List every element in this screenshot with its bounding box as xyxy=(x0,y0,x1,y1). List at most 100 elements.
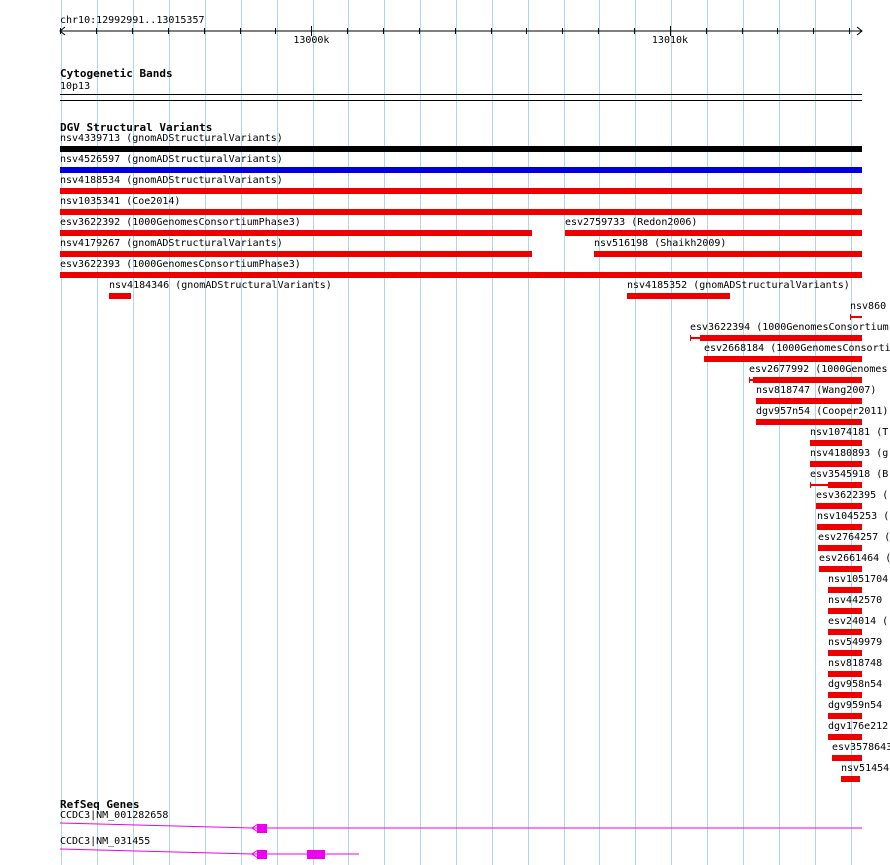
variant-label[interactable]: nsv4339713 (gnomADStructuralVariants) xyxy=(60,133,283,144)
variant-bar-thin[interactable] xyxy=(810,484,828,486)
grid-line xyxy=(635,0,636,865)
variant-label[interactable]: nsv1045253 ( xyxy=(817,511,890,522)
strand-arrow-icon xyxy=(251,849,259,859)
variant-label[interactable]: esv2677992 (1000Genomes xyxy=(749,364,888,375)
variant-label[interactable]: nsv1035341 (Coe2014) xyxy=(60,196,181,207)
variant-bar-tick xyxy=(810,482,811,488)
gene-model[interactable] xyxy=(0,818,890,838)
variant-label[interactable]: nsv4526597 (gnomADStructuralVariants) xyxy=(60,154,283,165)
grid-line xyxy=(815,0,816,865)
variant-bar[interactable] xyxy=(60,251,532,257)
gene-exon xyxy=(307,850,325,859)
variant-label[interactable]: nsv860 xyxy=(850,301,887,312)
variant-label[interactable]: esv2668184 (1000GenomesConsorti xyxy=(704,343,890,354)
variant-bar[interactable] xyxy=(828,587,862,593)
variant-bar[interactable] xyxy=(810,440,862,446)
variant-bar[interactable] xyxy=(60,209,862,215)
variant-bar-tick xyxy=(690,335,691,341)
variant-bar[interactable] xyxy=(753,377,862,383)
variant-label[interactable]: dgv176e212 xyxy=(828,721,889,732)
variant-label[interactable]: nsv818747 (Wang2007) xyxy=(756,385,877,396)
gene-exon xyxy=(257,824,267,833)
variant-bar[interactable] xyxy=(817,503,862,509)
variant-label[interactable]: nsv4179267 (gnomADStructuralVariants) xyxy=(60,238,283,249)
variant-label[interactable]: esv3622395 ( xyxy=(816,490,889,501)
variant-label[interactable]: nsv549979 xyxy=(828,637,883,648)
variant-bar[interactable] xyxy=(850,316,862,318)
variant-label[interactable]: nsv4184346 (gnomADStructuralVariants) xyxy=(109,280,332,291)
variant-label[interactable]: dgv958n54 xyxy=(828,679,883,690)
gene-model[interactable] xyxy=(0,844,890,864)
variant-label[interactable]: nsv51454 xyxy=(841,763,890,774)
ruler-axis xyxy=(59,26,863,36)
variant-label[interactable]: esv2759733 (Redon2006) xyxy=(565,217,698,228)
grid-line xyxy=(61,0,62,865)
variant-bar-thin[interactable] xyxy=(690,337,700,339)
variant-label[interactable]: nsv4185352 (gnomADStructuralVariants) xyxy=(627,280,850,291)
gene-label[interactable]: CCDC3|NM_001282658 xyxy=(60,810,169,821)
variant-bar-tick xyxy=(850,314,851,320)
variant-label[interactable]: nsv818748 xyxy=(828,658,883,669)
variant-label[interactable]: esv24014 ( xyxy=(828,616,889,627)
variant-bar[interactable] xyxy=(700,335,862,341)
variant-bar[interactable] xyxy=(817,524,862,530)
variant-bar[interactable] xyxy=(565,230,862,236)
variant-bar[interactable] xyxy=(828,629,862,635)
variant-bar[interactable] xyxy=(841,776,860,782)
variant-label[interactable]: nsv442570 xyxy=(828,595,883,606)
variant-bar[interactable] xyxy=(828,608,862,614)
tick-label-13000k: 13000k xyxy=(293,35,330,46)
variant-bar[interactable] xyxy=(109,293,131,299)
variant-bar[interactable] xyxy=(828,650,862,656)
variant-label[interactable]: nsv4180893 (g xyxy=(810,448,889,459)
variant-bar[interactable] xyxy=(828,713,862,719)
variant-bar[interactable] xyxy=(820,566,862,572)
variant-label[interactable]: esv2661464 ( xyxy=(819,553,890,564)
variant-label[interactable]: nsv1074181 (T xyxy=(810,427,889,438)
variant-bar[interactable] xyxy=(60,167,862,173)
variant-bar[interactable] xyxy=(60,146,862,152)
cytoband-bar-bottom xyxy=(60,100,862,101)
variant-bar[interactable] xyxy=(810,461,862,467)
grid-line xyxy=(528,0,529,865)
grid-line xyxy=(277,0,278,865)
dgv-track-title: DGV Structural Variants xyxy=(60,121,213,134)
variant-bar[interactable] xyxy=(828,692,862,698)
variant-label[interactable]: nsv4188534 (gnomADStructuralVariants) xyxy=(60,175,283,186)
variant-bar[interactable] xyxy=(828,734,862,740)
variant-bar[interactable] xyxy=(818,545,862,551)
variant-label[interactable]: nsv1051704 xyxy=(828,574,889,585)
variant-bar[interactable] xyxy=(828,482,862,488)
variant-label[interactable]: esv3622393 (1000GenomesConsortiumPhase3) xyxy=(60,259,301,270)
variant-bar[interactable] xyxy=(60,230,532,236)
variant-label[interactable]: nsv516198 (Shaikh2009) xyxy=(594,238,727,249)
ruler-arrow-right xyxy=(856,26,863,36)
variant-bar[interactable] xyxy=(832,755,862,761)
variant-bar[interactable] xyxy=(60,272,862,278)
variant-bar[interactable] xyxy=(704,356,862,362)
gene-intron-line xyxy=(59,822,253,829)
variant-bar[interactable] xyxy=(828,671,862,677)
gene-label[interactable]: CCDC3|NM_031455 xyxy=(60,836,151,847)
gene-intron-line xyxy=(59,848,253,855)
variant-label[interactable]: esv3622394 (1000GenomesConsortium xyxy=(690,322,889,333)
variant-label[interactable]: dgv959n54 xyxy=(828,700,883,711)
variant-bar[interactable] xyxy=(60,188,862,194)
variant-bar[interactable] xyxy=(594,251,862,257)
variant-label[interactable]: esv3578643 xyxy=(832,742,890,753)
grid-line xyxy=(205,0,206,865)
variant-bar-thin[interactable] xyxy=(749,379,753,381)
variant-bar[interactable] xyxy=(756,398,862,404)
variant-label[interactable]: esv3545918 (B xyxy=(810,469,889,480)
variant-label[interactable]: dgv957n54 (Cooper2011) xyxy=(756,406,889,417)
variant-label[interactable]: esv3622392 (1000GenomesConsortiumPhase3) xyxy=(60,217,301,228)
variant-label[interactable]: esv2764257 ( xyxy=(818,532,890,543)
grid-line xyxy=(169,0,170,865)
cytoband-label: 10p13 xyxy=(60,81,91,92)
gene-exon xyxy=(257,850,267,859)
grid-line xyxy=(456,0,457,865)
variant-bar[interactable] xyxy=(756,419,862,425)
variant-bar-tick xyxy=(816,503,817,509)
variant-bar[interactable] xyxy=(627,293,730,299)
